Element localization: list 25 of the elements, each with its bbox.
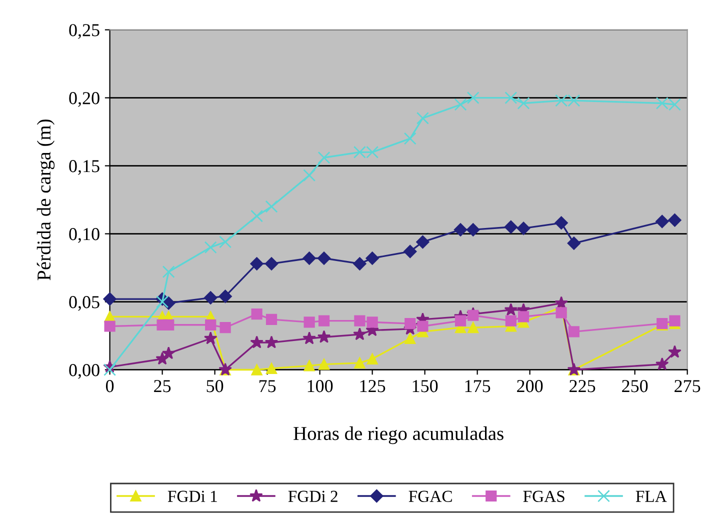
x-tick-label: 0	[106, 380, 114, 392]
y-axis-title: Pérdida de carga (m)	[36, 120, 55, 280]
x-tick-label: 125	[360, 380, 386, 392]
x-tick-label: 75	[259, 380, 276, 392]
x-axis-title: Horas de riego acumuladas	[294, 426, 504, 444]
y-tick-label: 0,10	[69, 228, 100, 243]
y-tick-label: 0,05	[69, 296, 100, 311]
legend-label: FGAC	[408, 490, 452, 502]
x-tick-label: 225	[570, 380, 596, 392]
y-tick-label: 0,20	[69, 92, 100, 107]
legend-label: FGDi 2	[288, 490, 338, 502]
x-tick-label: 100	[308, 380, 333, 392]
x-tick-label: 175	[465, 380, 490, 392]
x-tick-label: 50	[206, 380, 224, 392]
x-tick-label: 275	[674, 380, 700, 392]
y-tick-label: 0,00	[69, 364, 100, 379]
x-tick-label: 25	[154, 380, 171, 392]
x-tick-label: 250	[622, 380, 648, 392]
y-tick-label: 0,15	[69, 160, 100, 175]
x-tick-label: 150	[412, 380, 438, 392]
y-tick-label: 0,25	[69, 24, 100, 39]
x-tick-label: 200	[517, 380, 543, 392]
legend-label: FGDi 1	[168, 490, 217, 502]
legend-label: FLA	[636, 490, 667, 502]
legend-label: FGAS	[523, 490, 564, 502]
